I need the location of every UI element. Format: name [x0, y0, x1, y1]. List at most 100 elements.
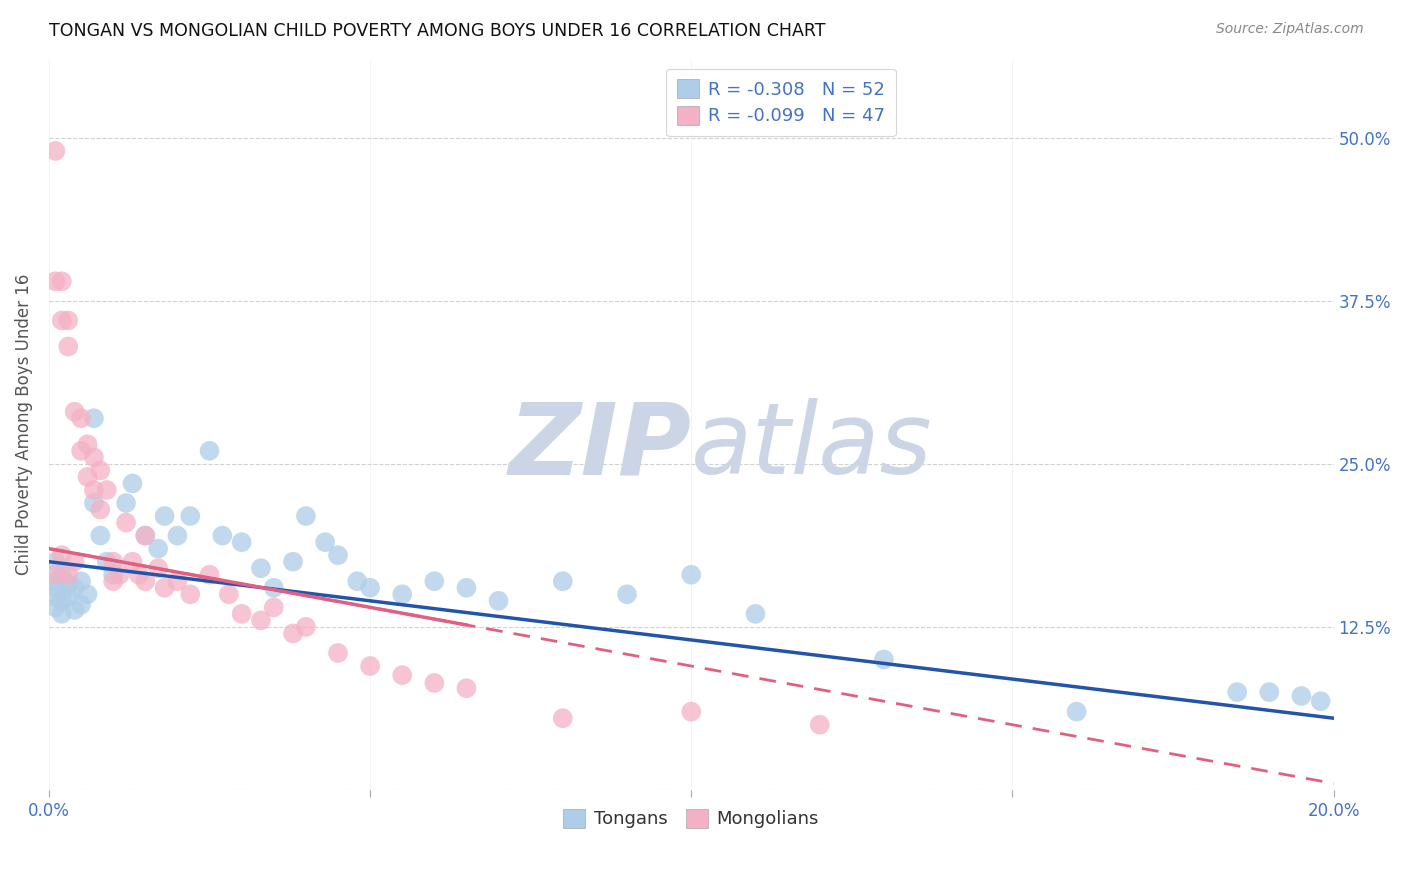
Point	[103, 574, 125, 589]
Point	[314, 535, 336, 549]
Point	[70, 598, 93, 612]
Point	[96, 555, 118, 569]
Point	[63, 555, 86, 569]
Point	[121, 476, 143, 491]
Point	[51, 274, 73, 288]
Point	[179, 509, 201, 524]
Point	[346, 574, 368, 589]
Point	[250, 613, 273, 627]
Point	[63, 405, 86, 419]
Point	[58, 590, 80, 604]
Point	[51, 548, 73, 562]
Point	[44, 144, 66, 158]
Point	[744, 607, 766, 621]
Y-axis label: Child Poverty Among Boys Under 16: Child Poverty Among Boys Under 16	[15, 274, 32, 575]
Point	[1309, 694, 1331, 708]
Point	[96, 483, 118, 497]
Point	[263, 581, 285, 595]
Point	[103, 567, 125, 582]
Text: ZIP: ZIP	[508, 398, 692, 495]
Point	[121, 555, 143, 569]
Point	[1066, 705, 1088, 719]
Point	[89, 502, 111, 516]
Point	[211, 528, 233, 542]
Point	[423, 574, 446, 589]
Point	[44, 555, 66, 569]
Point	[51, 607, 73, 621]
Point	[166, 528, 188, 542]
Point	[58, 313, 80, 327]
Point	[616, 587, 638, 601]
Point	[391, 668, 413, 682]
Point	[44, 581, 66, 595]
Point	[63, 581, 86, 595]
Point	[250, 561, 273, 575]
Point	[58, 567, 80, 582]
Point	[58, 577, 80, 591]
Point	[76, 437, 98, 451]
Point	[153, 581, 176, 595]
Text: TONGAN VS MONGOLIAN CHILD POVERTY AMONG BOYS UNDER 16 CORRELATION CHART: TONGAN VS MONGOLIAN CHILD POVERTY AMONG …	[49, 22, 825, 40]
Point	[134, 528, 156, 542]
Point	[134, 574, 156, 589]
Point	[263, 600, 285, 615]
Point	[179, 587, 201, 601]
Point	[1226, 685, 1249, 699]
Point	[44, 590, 66, 604]
Point	[681, 567, 703, 582]
Point	[391, 587, 413, 601]
Point	[551, 574, 574, 589]
Point	[153, 509, 176, 524]
Point	[681, 705, 703, 719]
Point	[51, 313, 73, 327]
Legend: Tongans, Mongolians: Tongans, Mongolians	[557, 802, 827, 836]
Point	[326, 646, 349, 660]
Point	[456, 681, 478, 696]
Point	[108, 567, 131, 582]
Point	[1291, 689, 1313, 703]
Point	[456, 581, 478, 595]
Point	[103, 555, 125, 569]
Point	[295, 509, 318, 524]
Point	[281, 555, 304, 569]
Point	[83, 483, 105, 497]
Point	[44, 600, 66, 615]
Point	[808, 717, 831, 731]
Point	[359, 581, 381, 595]
Point	[218, 587, 240, 601]
Point	[115, 496, 138, 510]
Text: atlas: atlas	[692, 398, 932, 495]
Point	[488, 594, 510, 608]
Point	[423, 676, 446, 690]
Point	[83, 450, 105, 465]
Point	[231, 535, 253, 549]
Point	[551, 711, 574, 725]
Point	[70, 411, 93, 425]
Point	[51, 594, 73, 608]
Point	[76, 470, 98, 484]
Point	[128, 567, 150, 582]
Point	[58, 339, 80, 353]
Point	[44, 574, 66, 589]
Point	[295, 620, 318, 634]
Point	[89, 528, 111, 542]
Point	[146, 561, 169, 575]
Point	[231, 607, 253, 621]
Point	[281, 626, 304, 640]
Point	[76, 587, 98, 601]
Point	[70, 443, 93, 458]
Point	[326, 548, 349, 562]
Point	[51, 567, 73, 582]
Point	[166, 574, 188, 589]
Text: Source: ZipAtlas.com: Source: ZipAtlas.com	[1216, 22, 1364, 37]
Point	[198, 443, 221, 458]
Point	[359, 659, 381, 673]
Point	[70, 574, 93, 589]
Point	[63, 603, 86, 617]
Point	[89, 463, 111, 477]
Point	[44, 274, 66, 288]
Point	[873, 652, 896, 666]
Point	[115, 516, 138, 530]
Point	[83, 496, 105, 510]
Point	[83, 411, 105, 425]
